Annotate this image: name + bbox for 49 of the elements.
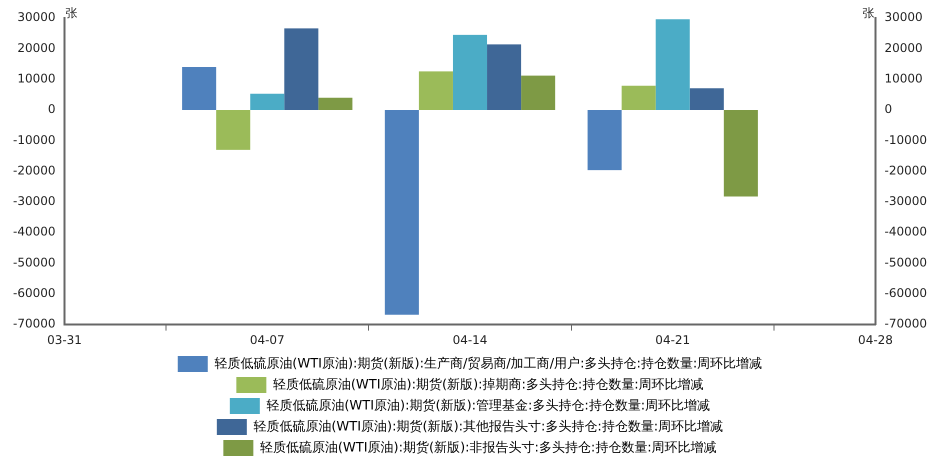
y-tick-label: -70000 [12, 316, 56, 331]
bar [690, 88, 724, 110]
y-tick-label: -20000 [12, 163, 56, 178]
y-tick-label: 0 [48, 102, 56, 116]
y2-axis-title: 张 [862, 6, 874, 20]
bar [452, 34, 488, 110]
legend-label: 轻质低硫原油(WTI原油):期货(新版):生产商/贸易商/加工商/用户:多头持仓:持仓数量:周环比增减 [214, 356, 762, 372]
y2-tick-label: 20000 [884, 40, 923, 55]
y2-tick-label: -10000 [884, 132, 928, 147]
y-axis-title: 张 [66, 6, 78, 20]
y-tick-label: 20000 [17, 40, 56, 55]
bar [418, 71, 453, 110]
x-tick-label: 04-07 [250, 332, 285, 347]
y2-tick-label: -60000 [884, 286, 928, 300]
y2-tick-label: -20000 [884, 163, 928, 178]
bar [724, 110, 758, 196]
y-tick-label: -40000 [12, 224, 56, 239]
bar [182, 67, 216, 110]
bar [250, 94, 284, 110]
bar [487, 44, 522, 110]
legend-label: 轻质低硫原油(WTI原油):期货(新版):其他报告头寸:多头持仓:持仓数量:周环比增减 [253, 419, 724, 434]
y2-tick-label: -50000 [884, 255, 928, 270]
y2-tick-label: -70000 [884, 316, 928, 331]
y2-tick-label: 30000 [884, 10, 923, 24]
y2-tick-label: -30000 [884, 194, 928, 208]
bar [384, 110, 419, 315]
y-tick-label: -60000 [12, 286, 56, 300]
y-tick-label: 30000 [17, 10, 56, 24]
legend-label: 轻质低硫原油(WTI原油):期货(新版):掉期商:多头持仓:持仓数量:周环比增减 [272, 377, 704, 392]
y-tick-label: -50000 [12, 255, 56, 270]
x-tick-label: 04-14 [452, 332, 488, 347]
x-tick-label: 03-31 [47, 332, 82, 347]
y2-tick-label: 10000 [884, 71, 923, 86]
bar [588, 110, 622, 170]
bar [622, 86, 656, 110]
x-tick-label: 04-21 [655, 332, 690, 347]
y-tick-label: -10000 [12, 132, 56, 147]
x-tick-label: 04-28 [858, 332, 893, 347]
bar [284, 28, 318, 110]
y-tick-label: 10000 [17, 71, 56, 86]
bar [216, 110, 250, 150]
legend-label: 轻质低硫原油(WTI原油):期货(新版):管理基金:多头持仓:持仓数量:周环比增减 [266, 398, 710, 414]
bar [318, 98, 352, 110]
bar [521, 76, 556, 110]
y2-tick-label: -40000 [884, 224, 928, 239]
legend-label: 轻质低硫原油(WTI原油):期货(新版):非报告头寸:多头持仓:持仓数量:周环比增减 [260, 440, 717, 456]
y2-tick-label: 0 [884, 102, 892, 116]
y-tick-label: -30000 [12, 194, 56, 208]
bar [656, 19, 690, 110]
